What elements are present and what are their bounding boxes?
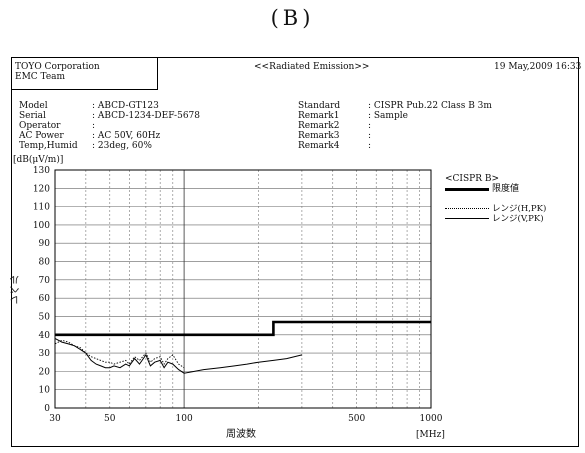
info-serial-value: : ABCD-1234-DEF-5678 [92, 111, 200, 121]
y-tick-label: 0 [44, 404, 50, 414]
y-tick-label: 10 [39, 386, 51, 396]
info-operator-label: Operator [19, 121, 61, 131]
horizontal-pk-line [54, 339, 185, 369]
y-tick-label: 110 [33, 203, 50, 213]
info-standard-value: : CISPR Pub.22 Class B 3m [368, 101, 492, 111]
y-tick-label: 70 [39, 276, 51, 286]
info-acpower-value: : AC 50V, 60Hz [92, 131, 161, 141]
team-name: EMC Team [15, 72, 66, 82]
info-temp-value: : 23deg, 60% [92, 141, 152, 151]
info-remark2-value: : [368, 121, 372, 131]
legend-swatch-limit [445, 188, 489, 191]
info-acpower-label: AC Power [19, 131, 64, 141]
info-remark1-value: : Sample [368, 111, 408, 121]
legend-swatch-h [445, 208, 489, 209]
info-operator-value: : [92, 121, 96, 131]
info-remark4-label: Remark4 [298, 141, 340, 151]
figure-label: (B) [270, 6, 315, 30]
x-tick-label: 1000 [420, 414, 443, 424]
limit-line [55, 320, 431, 337]
legend-title: <CISPR B> [445, 174, 499, 184]
y-unit-label: [dB(μV/m)] [13, 155, 64, 165]
legend-label-limit: 限度値 [492, 184, 520, 194]
y-tick-label: 100 [33, 221, 50, 231]
x-tick-label: 50 [104, 414, 116, 424]
company-box [11, 57, 158, 90]
info-standard-label: Standard [298, 101, 341, 111]
y-tick-label: 120 [33, 184, 50, 194]
vertical-pk-line [54, 337, 303, 374]
y-tick-label: 80 [39, 258, 51, 268]
info-model-value: : ABCD-GT123 [92, 101, 159, 111]
y-tick-label: 50 [39, 312, 51, 322]
y-tick-label: 40 [39, 331, 51, 341]
company-name: TOYO Corporation [15, 62, 100, 72]
y-tick-label: 60 [39, 294, 51, 304]
x-tick-label: 100 [176, 414, 193, 424]
info-model-label: Model [19, 101, 48, 111]
info-remark4-value: : [368, 141, 372, 151]
y-tick-label: 30 [39, 349, 51, 359]
y-tick-label: 20 [39, 367, 51, 377]
legend-swatch-v [445, 218, 489, 219]
y-tick-label: 130 [33, 166, 50, 176]
x-axis-label: 周波数 [226, 429, 256, 440]
plot-border [54, 169, 432, 409]
info-remark1-label: Remark1 [298, 111, 340, 121]
legend-label-h: レンジ(H,PK) [492, 204, 547, 214]
report-frame [11, 57, 579, 447]
info-serial-label: Serial [19, 111, 46, 121]
x-tick-label: 30 [49, 414, 61, 424]
y-tick-label: 90 [39, 239, 51, 249]
x-tick-label: 500 [348, 414, 365, 424]
info-remark3-label: Remark3 [298, 131, 340, 141]
x-unit-label: [MHz] [416, 430, 445, 440]
report-date: 19 May,2009 16:33 [494, 62, 582, 72]
info-remark2-label: Remark2 [298, 121, 340, 131]
info-remark3-value: : [368, 131, 372, 141]
info-temp-label: Temp,Humid [19, 141, 78, 151]
legend-label-v: レンジ(V,PK) [492, 214, 544, 224]
report-title: <<Radiated Emission>> [254, 62, 370, 72]
